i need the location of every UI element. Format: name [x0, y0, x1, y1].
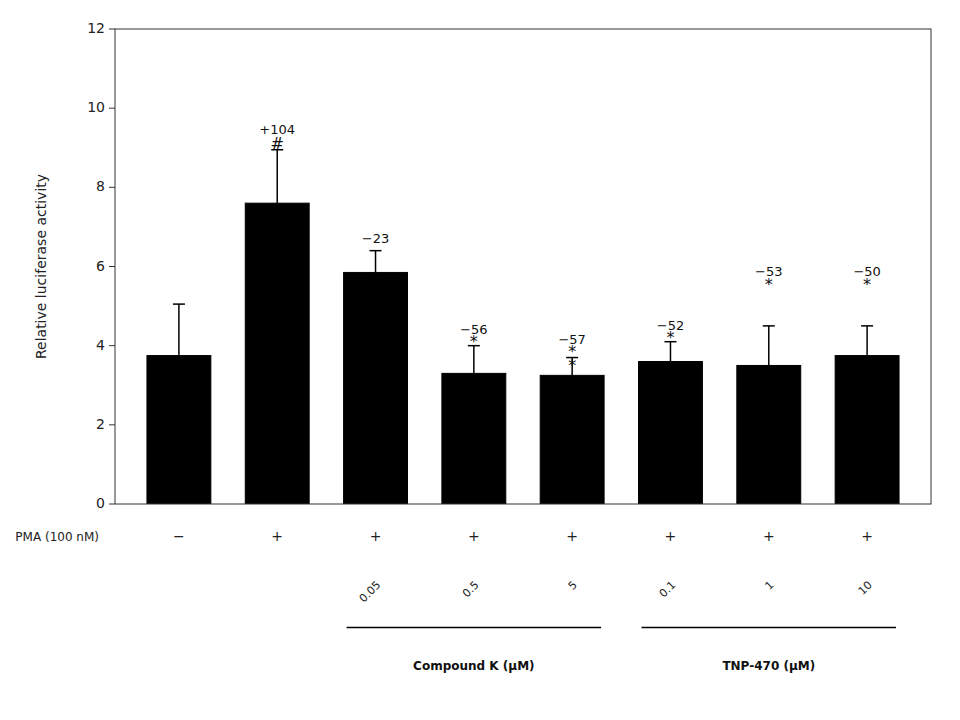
- error-bar-cap: [271, 256, 283, 258]
- error-bar-cap: [664, 381, 676, 383]
- annotation: *: [470, 332, 478, 351]
- y-tick-label: 2: [96, 416, 105, 432]
- y-tick-label: 0: [96, 495, 105, 511]
- pma-sign: +: [861, 528, 873, 544]
- chart: 024681012Relative luciferase activity+10…: [0, 0, 960, 720]
- y-tick-label: 10: [87, 99, 105, 115]
- plot-frame: [115, 29, 931, 504]
- error-bar-stem: [866, 326, 868, 385]
- annotation: *: [765, 275, 773, 294]
- error-bar-cap: [370, 250, 382, 252]
- error-bar-cap: [763, 404, 775, 406]
- error-bar-cap: [370, 293, 382, 295]
- error-bar-stem: [768, 326, 770, 405]
- error-bar-cap: [861, 325, 873, 327]
- y-tick: [109, 266, 115, 267]
- error-bar-stem: [375, 251, 377, 295]
- category-label: 0.5: [460, 579, 482, 601]
- group-label: TNP-470 (μM): [722, 659, 815, 673]
- group-bracket: [347, 627, 602, 629]
- y-tick: [109, 29, 115, 30]
- y-tick-label: 12: [87, 20, 105, 36]
- error-bar: [370, 251, 382, 295]
- error-bar-cap: [173, 303, 185, 305]
- y-axis: 0 2 4 6 8 10 12: [87, 20, 115, 511]
- pma-sign: +: [566, 528, 578, 544]
- pma-sign: +: [665, 528, 677, 544]
- y-tick-label: 6: [96, 258, 105, 274]
- category-label: 1: [762, 579, 776, 593]
- pma-sign: +: [370, 528, 382, 544]
- error-bar: [861, 326, 873, 385]
- category-label: 0.1: [657, 579, 679, 601]
- error-bar: [468, 346, 480, 401]
- error-bar-cap: [468, 400, 480, 402]
- y-tick-label: 4: [96, 337, 105, 353]
- y-tick-label: 8: [96, 178, 105, 194]
- bars: [147, 150, 899, 504]
- pma-sign: +: [468, 528, 480, 544]
- annotations: +104#−23−56*−57**−52*−53*−50*: [259, 122, 880, 375]
- pma-sign: −: [173, 528, 185, 544]
- error-bar-cap: [566, 392, 578, 394]
- y-tick: [109, 187, 115, 188]
- pma-sign: +: [271, 528, 283, 544]
- error-bar-stem: [670, 342, 672, 382]
- y-tick: [109, 424, 115, 425]
- error-bar-cap: [861, 385, 873, 387]
- error-bar: [763, 326, 775, 405]
- annotation: #: [271, 134, 284, 153]
- y-tick: [109, 108, 115, 109]
- error-bar-stem: [276, 150, 278, 257]
- group-label: Compound K (μM): [413, 659, 534, 673]
- bar: [344, 272, 408, 504]
- annotation: *: [666, 328, 674, 347]
- y-axis-label: Relative luciferase activity: [33, 174, 49, 359]
- error-bar-cap: [173, 406, 185, 408]
- annotation: *: [863, 275, 871, 294]
- category-label: 0.05: [357, 579, 384, 606]
- pma-sign: +: [763, 528, 775, 544]
- annotation: *: [568, 356, 576, 375]
- error-bar: [271, 150, 283, 257]
- error-bar: [173, 304, 185, 407]
- bar: [540, 375, 604, 504]
- error-bar-cap: [763, 325, 775, 327]
- y-tick: [109, 504, 115, 505]
- error-bar: [664, 342, 676, 382]
- category-label: 5: [566, 579, 580, 593]
- annotation: −23: [362, 231, 389, 246]
- error-bar-stem: [178, 304, 180, 407]
- category-label: 10: [856, 579, 875, 598]
- y-tick: [109, 345, 115, 346]
- group-bracket: [642, 627, 897, 629]
- error-bar-stem: [473, 346, 475, 401]
- pma-row-label: PMA (100 nM): [15, 530, 99, 544]
- bar: [639, 362, 703, 505]
